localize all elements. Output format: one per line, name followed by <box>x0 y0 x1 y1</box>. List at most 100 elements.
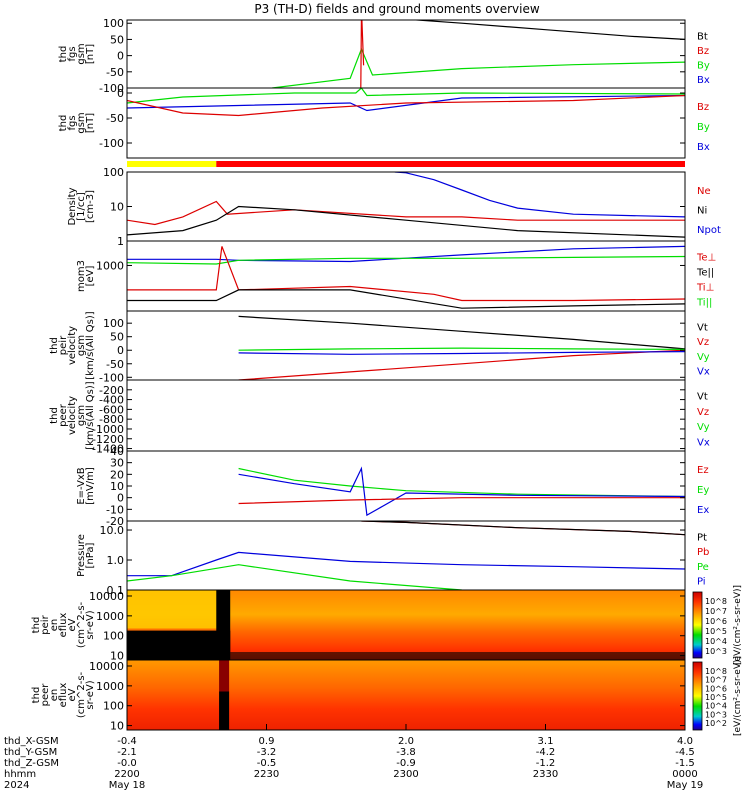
y-axis-label: peer <box>58 403 69 427</box>
legend-label: Te⊥ <box>696 253 716 264</box>
series-Ez <box>238 497 685 505</box>
series-Ti⊥ <box>127 245 685 263</box>
y-axis-label: [km/s(All Qs)] <box>85 381 96 449</box>
colorbar-tick-label: 10^3 <box>705 647 727 656</box>
y-axis-label: sr-eV) <box>85 680 96 709</box>
x-axis-row-label: hhmm <box>4 769 36 780</box>
y-axis-label: peer <box>40 683 51 707</box>
legend-label: Bz <box>697 102 709 113</box>
y-axis-label: velocity <box>67 396 78 435</box>
legend-label: Bt <box>697 31 708 42</box>
x-axis-value: -3.8 <box>396 747 416 758</box>
legend-label: Vt <box>697 322 708 333</box>
spectrogram-gap <box>219 660 230 692</box>
colorbar-tick-label: 10^4 <box>705 637 727 646</box>
figure-title: P3 (TH-D) fields and ground moments over… <box>254 2 539 16</box>
y-tick-label: 0.1 <box>107 584 125 597</box>
legend-label: By <box>697 122 710 133</box>
panel-density: 100 10 1 Density[1/cc][cm-3] Ne Ni Npot <box>67 166 721 248</box>
colorbar-gradient <box>692 591 703 659</box>
legend-label: Ex <box>697 505 709 516</box>
y-axis-label: peir <box>58 335 69 355</box>
y-axis-label: thd <box>49 337 60 354</box>
y-tick-label: 40 <box>110 445 124 458</box>
y-tick-label: 10000 <box>89 590 124 603</box>
x-axis-labels: thd_X-GSM -0.4 0.9 2.0 3.1 4.0 thd_Y-GSM -2.1 -3… <box>4 724 703 791</box>
y-axis-label: gsm <box>76 112 87 133</box>
legend-label: Pb <box>697 547 709 558</box>
y-axis-label: thd <box>49 407 60 424</box>
legend-label: Bz <box>697 46 709 57</box>
y-axis-label: sr-eV) <box>85 610 96 639</box>
y-axis-label: peir <box>40 614 51 634</box>
x-axis-value: May 18 <box>109 780 146 791</box>
y-axis-label: eflux <box>58 683 69 708</box>
panel-frame <box>126 379 686 452</box>
legend-label: Bx <box>697 75 710 86</box>
legend-label: Bx <box>697 142 710 153</box>
x-axis-value: -2.1 <box>117 747 137 758</box>
colorbar-tick-label: 10^5 <box>705 693 727 702</box>
y-axis-label: gsm <box>76 405 87 426</box>
y-tick-label: 20 <box>110 468 124 481</box>
x-axis-value: -1.2 <box>536 758 556 769</box>
y-tick-label: -1000 <box>92 423 124 436</box>
y-tick-label: 1 <box>117 235 124 248</box>
legend-label: Ti⊥ <box>696 283 714 294</box>
y-tick-label: -200 <box>99 384 124 397</box>
y-tick-label: 1.0 <box>107 554 125 567</box>
series-By <box>127 88 685 104</box>
x-axis-row-label: thd_Z-GSM <box>4 758 59 769</box>
x-axis-value: -0.9 <box>396 758 416 769</box>
y-tick-label: 1000 <box>96 259 124 272</box>
panel-pressure: 10.0 1.0 0.1 Pressure[nPa] Pt Pb Pe Pi <box>76 520 709 597</box>
legend-label: Vy <box>697 422 710 433</box>
legend-label: Vx <box>697 367 710 378</box>
colorbar-gradient <box>692 661 703 731</box>
colorbar-tick-label: 10^7 <box>705 607 727 616</box>
y-tick-label: -10 <box>106 503 124 516</box>
x-axis-value: 2300 <box>393 769 418 780</box>
legend-label: Ni <box>697 206 707 217</box>
x-axis-row-label: 2024 <box>4 780 29 791</box>
panel-frame <box>126 87 686 159</box>
y-tick-label: -100 <box>99 137 124 150</box>
y-axis-label: eflux <box>58 613 69 638</box>
y-tick-label: 0 <box>117 492 124 505</box>
y-tick-label: 10 <box>110 201 124 214</box>
colorbar-tick-label: 10^8 <box>705 667 727 676</box>
y-tick-label: 100 <box>103 700 124 713</box>
series-Te|| <box>127 289 685 309</box>
panel-frame <box>126 450 686 522</box>
x-axis-value: 2200 <box>114 769 139 780</box>
x-axis-value: 2330 <box>533 769 558 780</box>
x-axis-value: -4.2 <box>536 747 556 758</box>
series-Bt <box>408 20 685 40</box>
x-axis-value: -0.0 <box>117 758 137 769</box>
y-axis-label: thd <box>31 617 42 634</box>
state-bar-segment <box>216 161 685 167</box>
x-axis-value: 3.1 <box>538 736 554 747</box>
legend-label: Vx <box>697 437 710 448</box>
colorbar-tick-label: 10^4 <box>705 702 727 711</box>
colorbar-label: [eV/(cm²-s-sr-eV)] <box>733 656 743 736</box>
y-tick-label: -1200 <box>92 433 124 446</box>
colorbar-tick-label: 10^6 <box>705 684 727 693</box>
legend-label: Ne <box>697 186 711 197</box>
series-Pe <box>127 564 485 590</box>
legend-label: Vz <box>697 337 709 348</box>
colorbar-tick-label: 10^6 <box>705 617 727 626</box>
x-axis-value: -0.4 <box>117 736 137 747</box>
colorbar-label: [eV/(cm²-s-sr-eV)] <box>733 585 743 665</box>
legend-label: Vy <box>697 352 710 363</box>
series-Bz <box>360 20 365 88</box>
panels: 100500-50-100thdfgsgsm[nT]BtBzByBx0-50-1… <box>31 17 743 736</box>
panel-frame <box>126 171 686 242</box>
y-tick-label: 30 <box>110 457 124 470</box>
y-tick-label: -1400 <box>92 443 124 456</box>
panel-frame <box>126 19 686 89</box>
spectrogram-gap <box>216 590 231 660</box>
y-axis-label: Density <box>67 187 78 225</box>
